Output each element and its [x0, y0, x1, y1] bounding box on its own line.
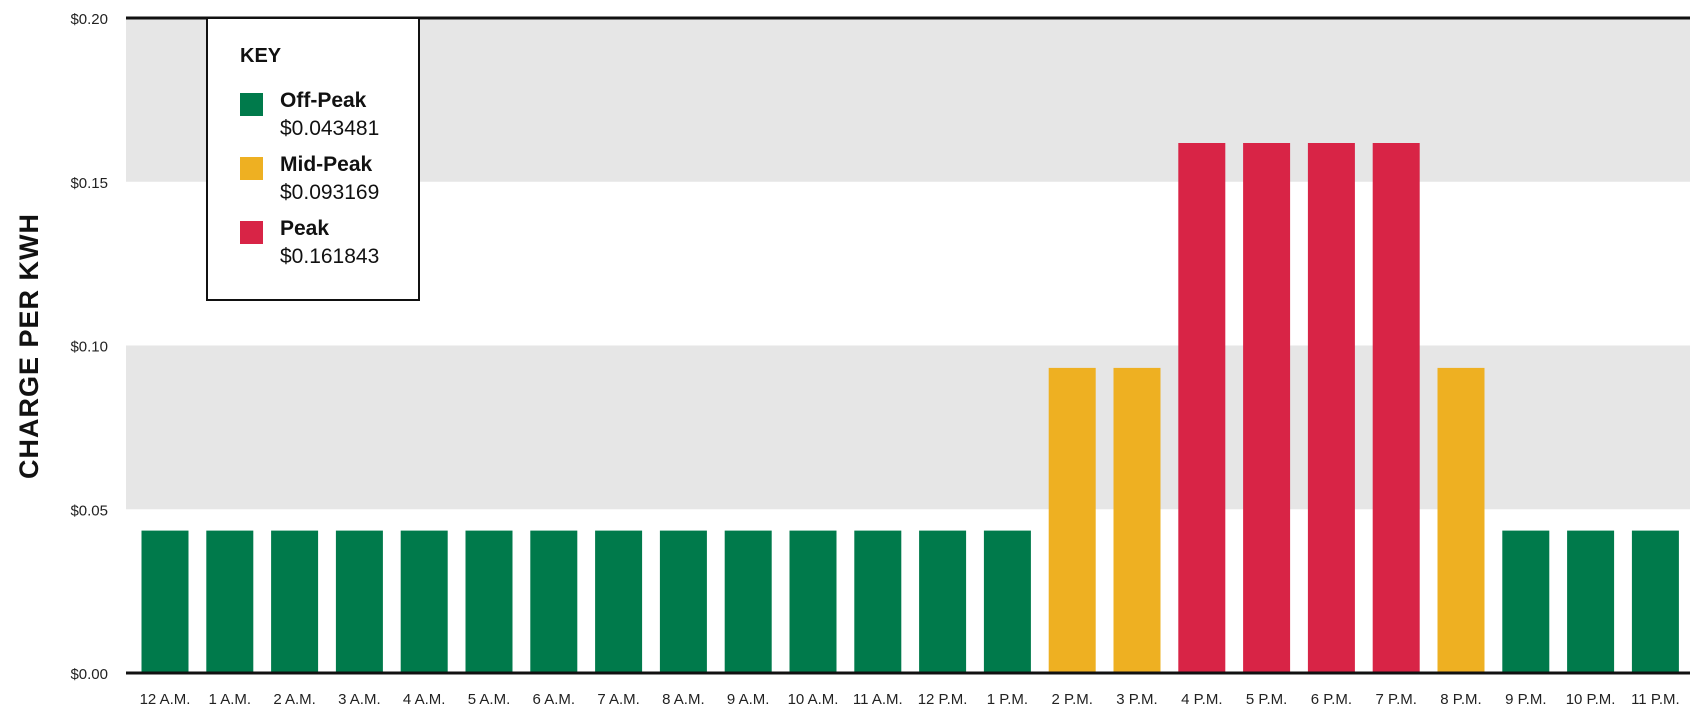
bar-2-p-m — [1048, 367, 1096, 673]
bar-5-p-m — [1243, 143, 1291, 673]
bar-9-p-m — [1502, 530, 1550, 673]
y-tick-label: $0.00 — [70, 666, 108, 683]
bar-6-a-m — [530, 530, 578, 673]
legend: KEY Off-Peak $0.043481 Mid-Peak $0.09316… — [206, 17, 420, 301]
legend-swatch-mid-peak — [240, 157, 263, 180]
legend-swatch-peak — [240, 221, 263, 244]
legend-title: KEY — [240, 45, 282, 67]
x-tick-label: 2 P.M. — [1051, 691, 1092, 708]
legend-rate: $0.161843 — [280, 245, 380, 268]
x-tick-label: 5 P.M. — [1246, 691, 1287, 708]
x-tick-labels: 12 A.M. 1 A.M. 2 A.M. 3 A.M. 4 A.M. 5 A.M. 6 A… — [140, 691, 1680, 708]
x-tick-label: 3 A.M. — [338, 691, 381, 708]
bar-7-p-m — [1372, 143, 1420, 673]
y-tick-label: $0.20 — [70, 11, 108, 28]
x-tick-label: 12 A.M. — [140, 691, 191, 708]
bar-4-a-m — [400, 530, 448, 673]
bar-12-p-m — [919, 530, 967, 673]
bar-12-a-m — [141, 530, 189, 673]
bar-11-p-m — [1631, 530, 1679, 673]
bar-10-a-m — [789, 530, 837, 673]
x-tick-label: 7 P.M. — [1375, 691, 1416, 708]
x-tick-label: 9 P.M. — [1505, 691, 1546, 708]
bar-11-a-m — [854, 530, 902, 673]
legend-rate: $0.093169 — [280, 181, 380, 204]
y-tick-label: $0.10 — [70, 339, 108, 356]
bar-3-a-m — [335, 530, 383, 673]
grid-band — [126, 345, 1690, 510]
y-tick-label: $0.15 — [70, 175, 108, 192]
x-tick-label: 10 A.M. — [788, 691, 839, 708]
legend-swatch-off-peak — [240, 93, 263, 116]
y-tick-labels: $0.00 $0.05 $0.10 $0.15 $0.20 — [70, 11, 108, 683]
x-tick-label: 11 A.M. — [853, 691, 903, 708]
bar-1-p-m — [983, 530, 1031, 673]
x-tick-label: 1 A.M. — [209, 691, 252, 708]
bar-7-a-m — [595, 530, 643, 673]
legend-rate: $0.043481 — [280, 117, 380, 140]
x-tick-label: 1 P.M. — [987, 691, 1028, 708]
bar-8-p-m — [1437, 367, 1485, 673]
bar-6-p-m — [1307, 143, 1355, 673]
x-tick-label: 7 A.M. — [597, 691, 640, 708]
x-tick-label: 3 P.M. — [1116, 691, 1157, 708]
x-tick-label: 4 P.M. — [1181, 691, 1222, 708]
x-tick-label: 9 A.M. — [727, 691, 770, 708]
x-tick-label: 8 P.M. — [1440, 691, 1481, 708]
bars — [141, 143, 1679, 673]
legend-name: Mid-Peak — [280, 153, 373, 176]
y-axis-label: CHARGE PER KWH — [14, 213, 44, 479]
x-tick-label: 2 A.M. — [273, 691, 316, 708]
x-tick-label: 6 A.M. — [533, 691, 576, 708]
bar-8-a-m — [659, 530, 707, 673]
legend-name: Peak — [280, 217, 330, 240]
x-tick-label: 8 A.M. — [662, 691, 705, 708]
bar-10-p-m — [1567, 530, 1615, 673]
bar-4-p-m — [1178, 143, 1226, 673]
x-tick-label: 12 P.M. — [918, 691, 968, 708]
x-tick-label: 5 A.M. — [468, 691, 511, 708]
bar-9-a-m — [724, 530, 772, 673]
x-tick-label: 10 P.M. — [1566, 691, 1616, 708]
bar-3-p-m — [1113, 367, 1161, 673]
bar-2-a-m — [271, 530, 319, 673]
y-tick-label: $0.05 — [70, 502, 108, 519]
x-tick-label: 4 A.M. — [403, 691, 446, 708]
x-tick-label: 11 P.M. — [1631, 691, 1680, 708]
x-tick-label: 6 P.M. — [1311, 691, 1352, 708]
bar-5-a-m — [465, 530, 513, 673]
legend-name: Off-Peak — [280, 89, 367, 112]
bar-1-a-m — [206, 530, 254, 673]
